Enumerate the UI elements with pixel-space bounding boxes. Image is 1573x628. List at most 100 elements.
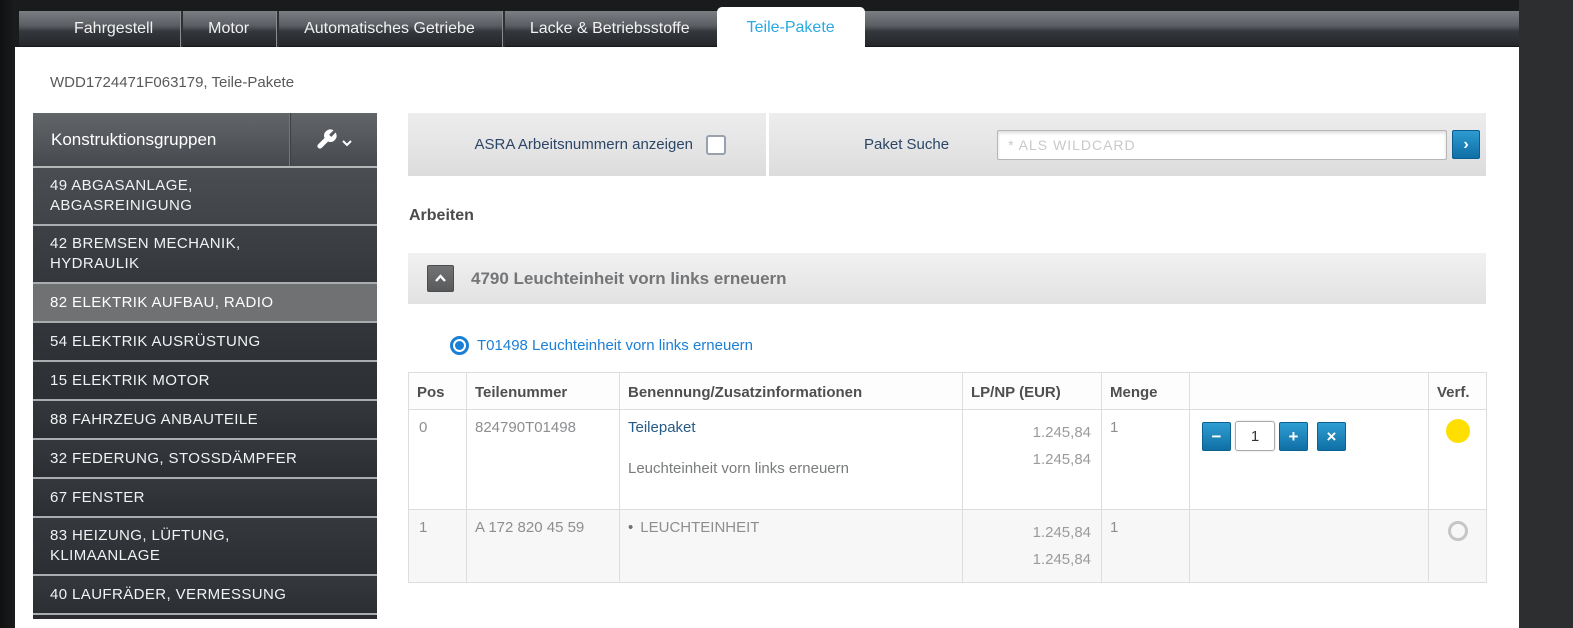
package-link[interactable]: T01498 Leuchteinheit vorn links erneuern <box>477 337 754 354</box>
radio-dot-icon <box>455 341 464 350</box>
page-title: Arbeiten <box>409 207 474 224</box>
toolbar-divider <box>766 113 769 176</box>
main-content: ASRA Arbeitsnummern anzeigen Paket Suche… <box>408 113 1487 583</box>
asra-checkbox-label: ASRA Arbeitsnummern anzeigen <box>474 136 693 153</box>
sidebar-item-label: 42 BREMSEN MECHANIK, HYDRAULIK <box>50 235 241 272</box>
sidebar-item-label: 83 HEIZUNG, LÜFTUNG, KLIMAANLAGE <box>50 527 230 564</box>
sidebar-item-83-heizung-lüftung-klimaanlage[interactable]: 83 HEIZUNG, LÜFTUNG, KLIMAANLAGE <box>33 518 377 574</box>
sidebar-item-label: 82 ELEKTRIK AUFBAU, RADIO <box>50 293 274 311</box>
column-header: Verf. <box>1428 372 1487 410</box>
chevron-down-icon <box>342 140 352 147</box>
list-price: 1.245,84 <box>1032 524 1091 541</box>
sidebar-item-54-elektrik-ausrüstung[interactable]: 54 ELEKTRIK AUSRÜSTUNG <box>33 323 377 360</box>
sidebar-item-partial[interactable] <box>33 615 377 619</box>
net-price: 1.245,84 <box>1032 451 1091 468</box>
sidebar-item-label: 88 FAHRZEUG ANBAUTEILE <box>50 410 259 428</box>
work-section-title: 4790 Leuchteinheit vorn links erneuern <box>471 268 787 288</box>
sidebar-item-67-fenster[interactable]: 67 FENSTER <box>33 479 377 516</box>
sidebar-item-15-elektrik-motor[interactable]: 15 ELEKTRIK MOTOR <box>33 362 377 399</box>
sidebar-item-label: 54 ELEKTRIK AUSRÜSTUNG <box>50 332 261 350</box>
search-label: Paket Suche <box>864 136 950 153</box>
app-window: Fahrgestell Motor Automatisches Getriebe La… <box>15 0 1519 628</box>
sidebar-tools-button[interactable] <box>289 113 377 166</box>
tab-label: Fahrgestell <box>74 20 154 37</box>
cell-pos: 1 <box>408 509 467 583</box>
sidebar-item-label: 67 FENSTER <box>50 488 145 506</box>
cell-part-number: A 172 820 45 59 <box>466 509 620 583</box>
bullet-item: • LEUCHTEINHEIT <box>628 519 760 536</box>
sidebar-item-88-fahrzeug-anbauteile[interactable]: 88 FAHRZEUG ANBAUTEILE <box>33 401 377 438</box>
teilepaket-link[interactable]: Teilepaket <box>628 419 696 436</box>
breadcrumb: WDD1724471F063179, Teile-Pakete <box>50 74 295 91</box>
cell-price: 1.245,84 1.245,84 <box>962 409 1102 510</box>
search-submit-button[interactable]: › <box>1452 130 1481 159</box>
table-row: 0 824790T01498 Teilepaket Leuchteinheit … <box>408 409 1487 510</box>
quantity-increase-button[interactable]: + <box>1279 421 1308 451</box>
sidebar-item-label: 40 LAUFRÄDER, VERMESSUNG <box>50 585 287 603</box>
sidebar-list: 49 ABGASANLAGE, ABGASREINIGUNG 42 BREMSEN… <box>33 168 377 619</box>
sidebar-item-label: 32 FEDERUNG, STOSSDÄMPFER <box>50 449 298 467</box>
page-left-strip <box>0 0 15 628</box>
tab-automatisches-getriebe[interactable]: Automatisches Getriebe <box>276 11 502 47</box>
cell-availability <box>1428 409 1487 510</box>
sidebar-item-40-laufräder-vermessung[interactable]: 40 LAUFRÄDER, VERMESSUNG <box>33 576 377 613</box>
sidebar-item-42-bremsen-mechanik-hydraulik[interactable]: 42 BREMSEN MECHANIK, HYDRAULIK <box>33 226 377 282</box>
wrench-icon <box>315 128 338 151</box>
content-panel: WDD1724471F063179, Teile-Pakete Konstruk… <box>15 47 1519 628</box>
sidebar-item-82-elektrik-aufbau-radio[interactable]: 82 ELEKTRIK AUFBAU, RADIO <box>33 284 377 321</box>
column-header <box>1189 372 1429 410</box>
sidebar-header: Konstruktionsgruppen <box>33 113 377 168</box>
sidebar-item-label: 49 ABGASANLAGE, ABGASREINIGUNG <box>50 177 193 214</box>
asra-checkbox[interactable] <box>706 134 726 155</box>
cell-part-number: 824790T01498 <box>466 409 620 510</box>
cell-description: • LEUCHTEINHEIT <box>619 509 963 583</box>
toolbar: ASRA Arbeitsnummern anzeigen Paket Suche… <box>408 113 1486 176</box>
tab-bar: Fahrgestell Motor Automatisches Getriebe La… <box>19 7 1519 53</box>
cell-actions <box>1189 509 1429 583</box>
net-price: 1.245,84 <box>1032 551 1091 568</box>
tab-label: Teile-Pakete <box>746 19 835 36</box>
cell-actions: − + × <box>1189 409 1429 510</box>
cell-quantity: 1 <box>1101 409 1190 510</box>
cell-availability <box>1428 509 1487 583</box>
work-section-header: 4790 Leuchteinheit vorn links erneuern <box>408 253 1486 304</box>
column-header: Teilenummer <box>466 372 620 410</box>
package-radio-selected[interactable] <box>450 336 469 355</box>
remove-item-button[interactable]: × <box>1317 421 1346 451</box>
collapse-section-button[interactable] <box>427 265 454 292</box>
tab-fahrgestell[interactable]: Fahrgestell <box>47 11 180 47</box>
parts-table-header-row: Pos Teilenummer Benennung/Zusatzinformatio… <box>408 372 1487 410</box>
tab-teile-pakete[interactable]: Teile-Pakete <box>716 7 865 53</box>
package-search-input[interactable] <box>997 129 1448 160</box>
asra-option-group: ASRA Arbeitsnummern anzeigen <box>408 113 766 176</box>
tab-label: Automatisches Getriebe <box>304 20 475 37</box>
quantity-stepper: − + × <box>1198 419 1420 451</box>
sidebar-konstruktionsgruppen: Konstruktionsgruppen 49 ABGASANLAGE, ABG… <box>33 113 377 619</box>
sidebar-item-label: 15 ELEKTRIK MOTOR <box>50 371 210 389</box>
tab-motor[interactable]: Motor <box>180 11 276 47</box>
cell-pos: 0 <box>408 409 467 510</box>
parts-table: Pos Teilenummer Benennung/Zusatzinformatio… <box>408 372 1487 583</box>
tab-label: Motor <box>208 20 250 37</box>
chevron-up-icon <box>434 271 447 286</box>
bullet-icon: • <box>628 519 634 536</box>
quantity-decrease-button[interactable]: − <box>1202 421 1231 451</box>
availability-indicator-icon <box>1445 419 1470 443</box>
description-subtext: Leuchteinheit vorn links erneuern <box>628 460 849 477</box>
cell-price: 1.245,84 1.245,84 <box>962 509 1102 583</box>
cell-quantity: 1 <box>1101 509 1190 583</box>
list-price: 1.245,84 <box>1032 424 1091 441</box>
column-header: Benennung/Zusatzinformationen <box>619 372 963 410</box>
column-header: Pos <box>408 372 467 410</box>
sidebar-item-32-federung-stossdämpfer[interactable]: 32 FEDERUNG, STOSSDÄMPFER <box>33 440 377 477</box>
arrow-right-icon: › <box>1463 135 1469 153</box>
column-header: LP/NP (EUR) <box>962 372 1102 410</box>
sidebar-item-49-abgasanlage-abgasreinigung[interactable]: 49 ABGASANLAGE, ABGASREINIGUNG <box>33 168 377 224</box>
availability-indicator-icon <box>1447 521 1468 541</box>
package-search-group: Paket Suche › <box>769 113 1486 176</box>
parts-table-body: 0 824790T01498 Teilepaket Leuchteinheit … <box>408 409 1487 583</box>
table-row: 1 A 172 820 45 59 • LEUCHTEINHEIT 1.245,8… <box>408 509 1487 583</box>
tab-lacke-betriebsstoffe[interactable]: Lacke & Betriebsstoffe <box>501 11 717 47</box>
package-radio-row: T01498 Leuchteinheit vorn links erneuern <box>450 336 1486 355</box>
quantity-input[interactable] <box>1235 421 1275 451</box>
